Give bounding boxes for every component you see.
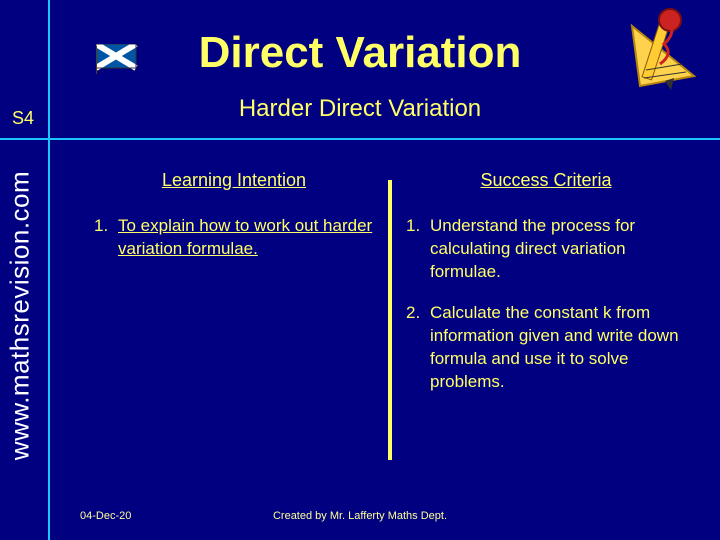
horizontal-rule [0, 138, 720, 140]
item-text: Understand the process for calculating d… [430, 215, 686, 284]
success-criteria-column: Success Criteria 1. Understand the proce… [392, 170, 700, 460]
list-item: 2. Calculate the constant k from informa… [406, 302, 686, 394]
math-tools-icon [604, 6, 704, 111]
list-item: 1. Understand the process for calculatin… [406, 215, 686, 284]
learning-intention-header: Learning Intention [94, 170, 374, 191]
list-item: 1. To explain how to work out harder var… [94, 215, 374, 261]
vertical-rule [48, 0, 50, 540]
item-text: Calculate the constant k from informatio… [430, 302, 686, 394]
learning-intention-column: Learning Intention 1. To explain how to … [80, 170, 388, 460]
side-url: www.mathsrevision.com [5, 126, 36, 506]
flag-icon [96, 44, 138, 79]
item-number: 1. [94, 215, 118, 261]
footer-credit: Created by Mr. Lafferty Maths Dept. [0, 510, 720, 522]
item-number: 2. [406, 302, 430, 394]
content-columns: Learning Intention 1. To explain how to … [80, 170, 700, 460]
item-text: To explain how to work out harder variat… [118, 215, 374, 261]
success-criteria-header: Success Criteria [406, 170, 686, 191]
item-number: 1. [406, 215, 430, 284]
